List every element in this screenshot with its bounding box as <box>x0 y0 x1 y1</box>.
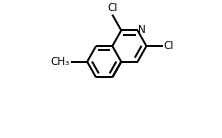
Text: N: N <box>138 25 146 35</box>
Text: CH₃: CH₃ <box>50 57 69 67</box>
Text: Cl: Cl <box>163 41 174 51</box>
Text: Cl: Cl <box>107 3 118 13</box>
